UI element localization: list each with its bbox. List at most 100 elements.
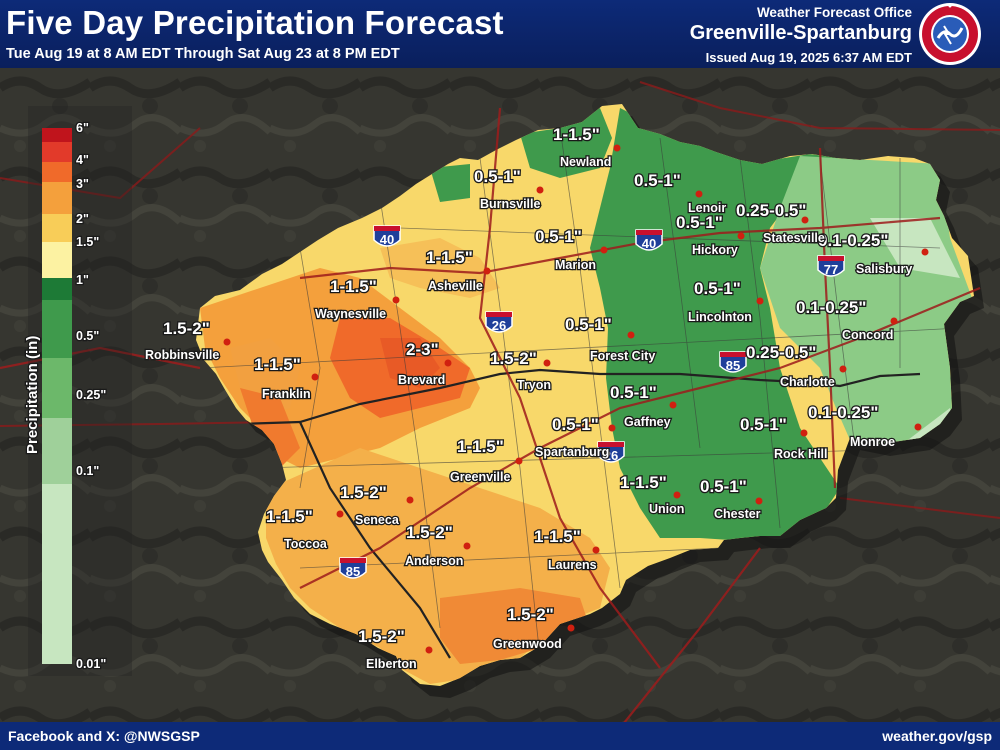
office-name: Greenville-Spartanburg [689, 22, 912, 44]
city-dot [695, 190, 703, 198]
amount-label: 1.5-2" [406, 523, 453, 542]
city-label: Salisbury [856, 262, 912, 276]
city-label: Concord [842, 328, 893, 342]
interstate-shield: 40 [373, 225, 401, 247]
interstate-number: 40 [380, 232, 394, 247]
amount-label: 0.5-1" [740, 415, 787, 434]
legend-swatch [42, 484, 72, 664]
city-dot [914, 423, 922, 431]
city-label: Rock Hill [774, 447, 828, 461]
interstate-shield: 26 [597, 441, 625, 463]
interstate-number: 85 [346, 564, 360, 579]
city-dot [673, 491, 681, 499]
city-label: Charlotte [780, 375, 835, 389]
city-label: Burnsville [480, 197, 540, 211]
city-label: Marion [555, 258, 596, 272]
legend-title: Precipitation (in) [24, 336, 41, 454]
interstate-shield: 26 [485, 311, 513, 333]
amount-label: 0.1-0.25" [808, 403, 878, 422]
city-dot [755, 497, 763, 505]
amount-label: 0.5-1" [610, 383, 657, 402]
amount-label: 1.5-2" [163, 319, 210, 338]
amount-label: 0.5-1" [676, 213, 723, 232]
amount-label: 1.5-2" [490, 349, 537, 368]
legend-tick-label: 6" [76, 121, 89, 135]
header-bar: Five Day Precipitation Forecast Tue Aug … [0, 0, 1000, 68]
city-label: Robbinsville [145, 348, 219, 362]
interstate-shield: 85 [719, 351, 747, 373]
city-dot [839, 365, 847, 373]
city-label: Gaffney [624, 415, 671, 429]
legend-colorbar [42, 128, 72, 664]
legend-swatch [42, 162, 72, 182]
city-label: Asheville [428, 279, 483, 293]
legend-tick-label: 0.01" [76, 657, 106, 671]
city-label: Hickory [692, 243, 738, 257]
interstate-number: 85 [726, 358, 740, 373]
amount-label: 2-3" [406, 340, 439, 359]
interstate-shield: 85 [339, 557, 367, 579]
city-label: Union [649, 502, 684, 516]
interstate-number: 40 [642, 236, 656, 251]
city-label: Statesville [763, 231, 825, 245]
city-dot [536, 186, 544, 194]
city-dot [756, 297, 764, 305]
city-dot [444, 359, 452, 367]
city-label: Lincolnton [688, 310, 752, 324]
legend-swatch [42, 358, 72, 418]
amount-label: 0.5-1" [700, 477, 747, 496]
city-dot [921, 248, 929, 256]
city-dot [613, 144, 621, 152]
amount-label: 0.1-0.25" [818, 231, 888, 250]
amount-label: 1-1.5" [457, 437, 504, 456]
city-labels: Newland Lenoir Burnsville Hickory States… [144, 154, 914, 673]
social-handle: Facebook and X: @NWSGSP [8, 728, 200, 744]
office-label: Weather Forecast Office [756, 5, 912, 20]
amount-label: 1-1.5" [553, 125, 600, 144]
nws-logo-icon [919, 3, 981, 65]
interstate-number: 26 [604, 448, 618, 463]
website-link[interactable]: weather.gov/gsp [882, 728, 992, 744]
city-label: Lenoir [688, 201, 726, 215]
city-label: Tryon [517, 378, 551, 392]
precip-amount-labels: 1-1.5" 0.5-1" 0.5-1" 0.5-1" 0.25-0.5" 0.… [162, 124, 890, 648]
city-label: Seneca [355, 513, 400, 527]
interstate-number: 77 [824, 262, 838, 277]
city-dot [608, 424, 616, 432]
precipitation-map: 40 40 26 77 85 26 85 6" 4" 3" 2" 1.5" [0, 68, 1000, 722]
city-dot [600, 246, 608, 254]
city-dots [223, 144, 929, 654]
city-label: Laurens [548, 558, 597, 572]
amount-label: 0.5-1" [552, 415, 599, 434]
amount-label: 1-1.5" [620, 473, 667, 492]
city-dot [543, 359, 551, 367]
issued-time: Issued Aug 19, 2025 6:37 AM EDT [705, 50, 912, 65]
city-label: Franklin [262, 387, 311, 401]
city-dot [311, 373, 319, 381]
city-label: Chester [714, 507, 761, 521]
city-label: Anderson [405, 554, 463, 568]
legend-ticks: 6" 4" 3" 2" 1.5" 1" 0.5" 0.25" 0.1" 0.01… [75, 120, 108, 673]
amount-label: 1.5-2" [507, 605, 554, 624]
legend-tick-label: 0.5" [76, 329, 99, 343]
city-dot [627, 331, 635, 339]
city-label: Spartanburg [535, 445, 609, 459]
amount-label: 0.5-1" [535, 227, 582, 246]
legend-swatch [42, 278, 72, 300]
city-dot [223, 338, 231, 346]
legend-swatch [42, 214, 72, 242]
amount-label: 0.25-0.5" [736, 201, 806, 220]
map-subtitle: Tue Aug 19 at 8 AM EDT Through Sat Aug 2… [6, 46, 400, 62]
city-dot [336, 510, 344, 518]
amount-label: 1-1.5" [266, 507, 313, 526]
amount-label: 1.5-2" [340, 483, 387, 502]
city-dot [406, 496, 414, 504]
legend-swatch [42, 418, 72, 484]
state-lines-inside [196, 368, 921, 659]
city-label: Elberton [366, 657, 417, 671]
legend-swatch [42, 142, 72, 162]
interstate-shields: 40 40 26 77 85 26 85 [339, 225, 845, 579]
map-title: Five Day Precipitation Forecast [6, 4, 504, 41]
amount-label: 0.1-0.25" [796, 298, 866, 317]
legend-tick-label: 0.25" [76, 388, 106, 402]
